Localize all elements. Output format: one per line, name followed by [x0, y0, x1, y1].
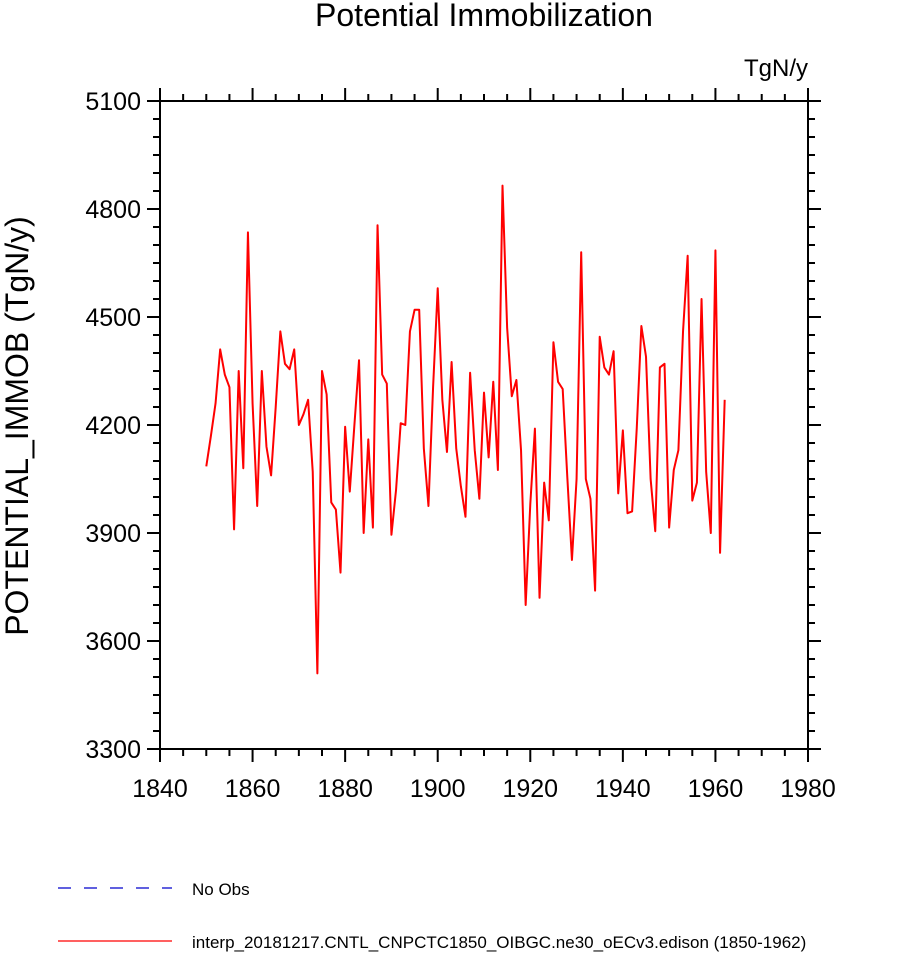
x-tick-label: 1860	[225, 775, 281, 803]
y-tick-label: 4800	[85, 196, 141, 224]
y-tick-label: 4500	[85, 304, 141, 332]
series-layer	[205, 184, 726, 675]
legend-label-no-obs: No Obs	[192, 880, 250, 899]
y-tick-labels: 3300 3600 3900 4200 4500 4800 5100	[85, 88, 141, 764]
chart-title: Potential Immobilization	[315, 0, 653, 33]
legend-label-model-run: interp_20181217.CNTL_CNPCTC1850_OIBGC.ne…	[192, 933, 806, 952]
y-tick-label: 3600	[85, 628, 141, 656]
x-tick-label: 1980	[780, 775, 836, 803]
y-tick-label: 4200	[85, 412, 141, 440]
x-tick-label: 1960	[688, 775, 744, 803]
x-tick-label: 1900	[410, 775, 466, 803]
x-tick-label: 1940	[595, 775, 651, 803]
legend: No Obs interp_20181217.CNTL_CNPCTC1850_O…	[58, 880, 806, 952]
plot-frame	[159, 100, 809, 750]
y-tick-label: 3300	[85, 736, 141, 764]
x-tick-label: 1880	[317, 775, 373, 803]
x-tick-label: 1920	[502, 775, 558, 803]
y-axis-label: POTENTIAL_IMMOB (TgN/y)	[0, 216, 35, 636]
series-line-1	[205, 184, 726, 675]
axis-ticks	[147, 88, 821, 762]
y-tick-label: 3900	[85, 520, 141, 548]
y-tick-label: 5100	[85, 88, 141, 116]
units-label: TgN/y	[744, 55, 808, 82]
x-tick-label: 1840	[132, 775, 188, 803]
x-tick-labels: 1840 1860 1880 1900 1920 1940 1960 1980	[132, 775, 836, 803]
